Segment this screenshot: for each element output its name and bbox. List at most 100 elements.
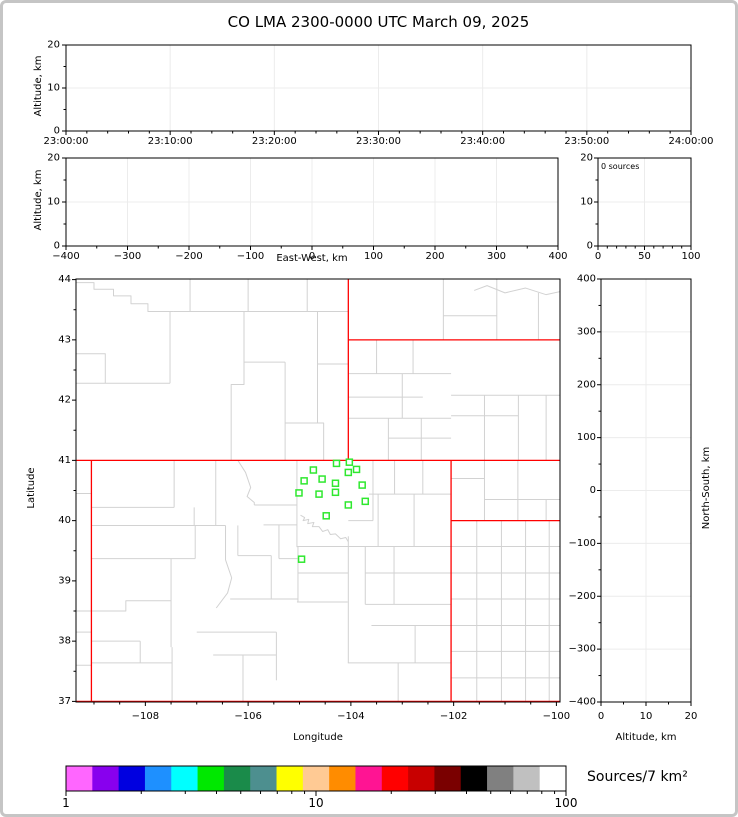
colorbar-segment (513, 766, 541, 791)
lma-source-point (345, 458, 354, 466)
tick-label: 23:10:00 (148, 136, 193, 147)
colorbar-segment (250, 766, 278, 791)
county-border-line (285, 422, 325, 461)
tick-label: 23:30:00 (356, 136, 401, 147)
tick-label: 400 (577, 274, 596, 285)
tick-label: −106 (234, 711, 261, 722)
tick-label: −300 (569, 644, 596, 655)
axis-label-altitude-ns: Altitude, km (615, 732, 677, 743)
tick-label: −100 (543, 711, 570, 722)
lma-source-point (358, 481, 366, 489)
tick-label: −200 (175, 251, 202, 262)
tick-label: 0 (598, 711, 604, 722)
tick-label: 10 (580, 197, 593, 208)
tick-label: 10 (47, 83, 60, 94)
lma-source-point (295, 489, 303, 497)
plot-title: CO LMA 2300-0000 UTC March 09, 2025 (227, 13, 530, 31)
axis-label-longitude: Longitude (293, 732, 343, 743)
tick-label: 39 (58, 575, 71, 586)
map-layer (76, 279, 560, 702)
tick-label: 43 (58, 334, 71, 345)
axis-label-altitude-top: Altitude, km (33, 55, 44, 117)
tick-label: 23:00:00 (44, 136, 89, 147)
colorbar-tick-label: 100 (555, 796, 578, 810)
county-border-line (215, 525, 233, 609)
tick-label: 20 (580, 153, 593, 164)
tick-label: 100 (364, 251, 383, 262)
colorbar-tick-label: 10 (308, 796, 323, 810)
tick-label: −108 (132, 711, 159, 722)
colorbar-segment (92, 766, 120, 791)
histogram-source-count-annotation: 0 sources (601, 162, 640, 171)
lma-source-point (318, 475, 326, 483)
tick-label: 300 (577, 326, 596, 337)
colorbar-segment (118, 766, 146, 791)
tick-label: 10 (47, 197, 60, 208)
colorbar-segment (144, 766, 172, 791)
tick-label: 100 (681, 251, 700, 262)
county-border-line (300, 514, 349, 542)
tick-label: 0 (309, 251, 315, 262)
county-border-line (91, 600, 172, 612)
axis-label-east-west: East-West, km (276, 253, 348, 264)
tick-label: 24:00:00 (669, 136, 714, 147)
county-border-line (76, 353, 106, 384)
tick-label: −400 (52, 251, 79, 262)
colorbar-segment (302, 766, 330, 791)
colorbar-segment (329, 766, 356, 791)
tick-label: 200 (577, 379, 596, 390)
lma-source-point (297, 555, 306, 563)
axis-label-latitude: Latitude (26, 467, 37, 509)
lma-source-point (332, 459, 341, 468)
tick-label: 0 (54, 126, 60, 137)
tick-label: 23:50:00 (564, 136, 609, 147)
tick-label: −200 (569, 591, 596, 602)
colorbar-units-label: Sources/7 km² (587, 769, 688, 785)
county-border-line (237, 460, 255, 505)
county-border-line (76, 282, 174, 313)
colorbar-segment (539, 766, 567, 791)
lma-source-point (352, 465, 361, 474)
county-border-line (230, 311, 245, 461)
colorbar-segment (355, 766, 383, 791)
lma-source-point (331, 479, 340, 488)
colorbar-segment (460, 766, 488, 791)
tick-label: 400 (548, 251, 567, 262)
lma-source-point (315, 490, 323, 498)
colorbar-segment (434, 766, 462, 791)
tick-label: 50 (638, 251, 651, 262)
lma-source-point (344, 501, 353, 509)
tick-label: 100 (577, 432, 596, 443)
colorbar-tick-label: 1 (62, 796, 70, 810)
tick-label: −104 (337, 711, 364, 722)
tick-label: 37 (58, 696, 71, 707)
tick-label: 0 (595, 251, 601, 262)
lma-source-point (344, 468, 353, 477)
tick-label: −102 (440, 711, 467, 722)
tick-label: 42 (58, 395, 71, 406)
colorbar-segment (197, 766, 225, 791)
tick-label: 41 (58, 455, 71, 466)
tick-label: 44 (58, 274, 71, 285)
axis-label-north-south: North-South, km (701, 446, 712, 530)
colorbar-segment (408, 766, 435, 791)
tick-label: 20 (47, 40, 60, 51)
lma-source-point (309, 466, 318, 474)
tick-label: 23:40:00 (460, 136, 505, 147)
tick-label: 300 (487, 251, 506, 262)
tick-label: 0 (587, 241, 593, 252)
tick-label: −100 (569, 538, 596, 549)
tick-label: 200 (425, 251, 444, 262)
colorbar-segment (276, 766, 304, 791)
colorbar-segment (381, 766, 409, 791)
lma-source-point (361, 497, 370, 506)
tick-label: 20 (47, 153, 60, 164)
colorbar-segment (487, 766, 514, 791)
colorbar-segment (171, 766, 199, 791)
lma-source-point (322, 512, 330, 520)
tick-label: −400 (569, 697, 596, 708)
plot-canvas: 23:00:00 23:10:00 23:20:00 23:30:00 23:40:00… (44, 40, 714, 811)
tick-label: −100 (237, 251, 264, 262)
colorbar-segment (223, 766, 251, 791)
